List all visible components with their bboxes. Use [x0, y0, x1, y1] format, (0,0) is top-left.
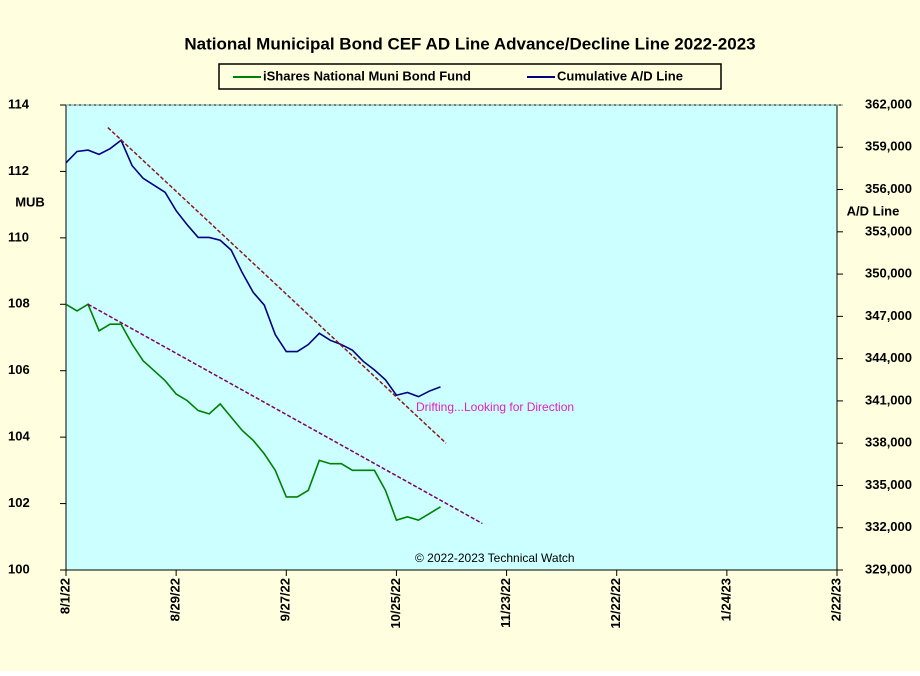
y2-tick-label: 341,000 [865, 392, 912, 407]
y2-tick-label: 338,000 [865, 435, 912, 450]
y2-tick-label: 350,000 [865, 266, 912, 281]
x-tick-label: 2/22/23 [828, 578, 843, 621]
copyright: © 2022-2023 Technical Watch [415, 551, 575, 565]
series-line [65, 303, 441, 522]
y-tick-label: 100 [8, 561, 30, 576]
plot-area [65, 104, 838, 571]
series-line [65, 138, 441, 398]
legend-label: iShares National Muni Bond Fund [263, 68, 471, 83]
legend [218, 63, 722, 90]
y-tick-label: 102 [8, 495, 30, 510]
y2-axis-label: A/D Line [847, 203, 900, 218]
y2-tick-label: 347,000 [865, 308, 912, 323]
trend-line [107, 126, 447, 444]
y-tick-label: 104 [8, 429, 30, 444]
y2-tick-label: 359,000 [865, 139, 912, 154]
y-tick-label: 108 [8, 296, 30, 311]
x-tick-label: 12/22/22 [608, 578, 623, 629]
y-tick-label: 112 [8, 163, 29, 178]
y2-tick-label: 332,000 [865, 519, 912, 534]
y2-tick-label: 353,000 [865, 223, 912, 238]
x-tick-label: 8/1/22 [57, 578, 72, 614]
x-tick-label: 10/25/22 [388, 578, 403, 629]
y-tick-label: 110 [8, 229, 29, 244]
y2-tick-label: 356,000 [865, 181, 912, 196]
trend-line [87, 303, 483, 525]
x-tick-label: 9/27/22 [278, 578, 293, 621]
y2-tick-label: 329,000 [865, 561, 912, 576]
y2-tick-label: 344,000 [865, 350, 912, 365]
x-tick-label: 1/24/23 [718, 578, 733, 621]
y2-tick-label: 362,000 [865, 96, 912, 111]
y-tick-label: 114 [8, 96, 30, 111]
chart-title: National Municipal Bond CEF AD Line Adva… [184, 34, 755, 53]
y-axis-label: MUB [15, 194, 45, 209]
y2-tick-label: 335,000 [865, 477, 912, 492]
x-tick-label: 11/23/22 [498, 578, 513, 628]
x-tick-label: 8/29/22 [168, 578, 183, 621]
legend-label: Cumulative A/D Line [557, 68, 683, 83]
y-tick-label: 106 [8, 362, 30, 377]
annotation: Drifting...Looking for Direction [416, 400, 574, 414]
